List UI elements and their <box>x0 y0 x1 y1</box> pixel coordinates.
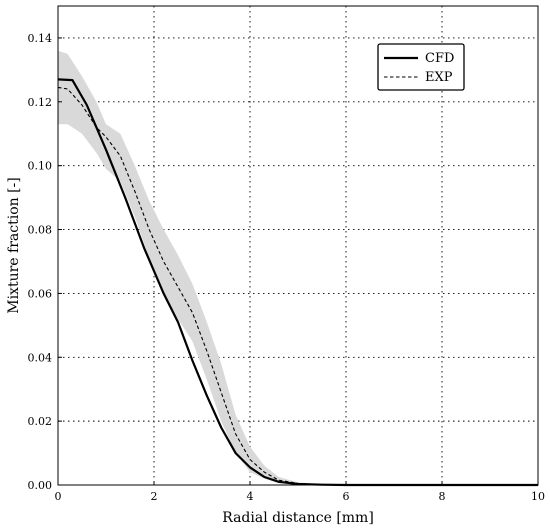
x-tick-label-0: 0 <box>55 490 62 503</box>
axis-ticks <box>57 37 539 486</box>
x-axis-label: Radial distance [mm] <box>222 510 374 526</box>
y-tick-label-0: 0.00 <box>28 479 53 492</box>
plot-frame <box>57 5 539 486</box>
y-tick-label-7: 0.14 <box>28 32 53 45</box>
y-axis-label: Mixture fraction [-] <box>6 177 22 314</box>
y-tick-label-3: 0.06 <box>28 287 53 300</box>
grid <box>58 6 538 485</box>
y-tick-label-4: 0.08 <box>28 224 53 237</box>
x-tick-label-3: 6 <box>343 490 350 503</box>
series-line-cfd <box>57 78 538 487</box>
y-tick-label-5: 0.10 <box>28 160 53 173</box>
x-tick-label-4: 8 <box>439 490 446 503</box>
series-line-exp <box>57 86 538 486</box>
exp-uncertainty-band <box>58 50 538 485</box>
tick-labels: 0 2 4 6 8 10 0.00 0.02 0.04 0.06 0.08 0.10 0.12 0.14 <box>28 32 546 503</box>
y-tick-label-2: 0.04 <box>28 351 53 364</box>
legend-label-exp: EXP <box>425 70 453 85</box>
x-tick-label-1: 2 <box>151 490 158 503</box>
legend-box <box>377 43 465 91</box>
series-layer <box>57 78 538 487</box>
legend: CFD EXP <box>377 43 465 91</box>
x-tick-label-2: 4 <box>247 490 254 503</box>
legend-label-cfd: CFD <box>425 51 454 66</box>
exp-uncertainty-band-layer <box>58 50 538 485</box>
y-tick-label-1: 0.02 <box>28 415 53 428</box>
y-tick-label-6: 0.12 <box>28 96 53 109</box>
x-tick-label-5: 10 <box>531 490 545 503</box>
